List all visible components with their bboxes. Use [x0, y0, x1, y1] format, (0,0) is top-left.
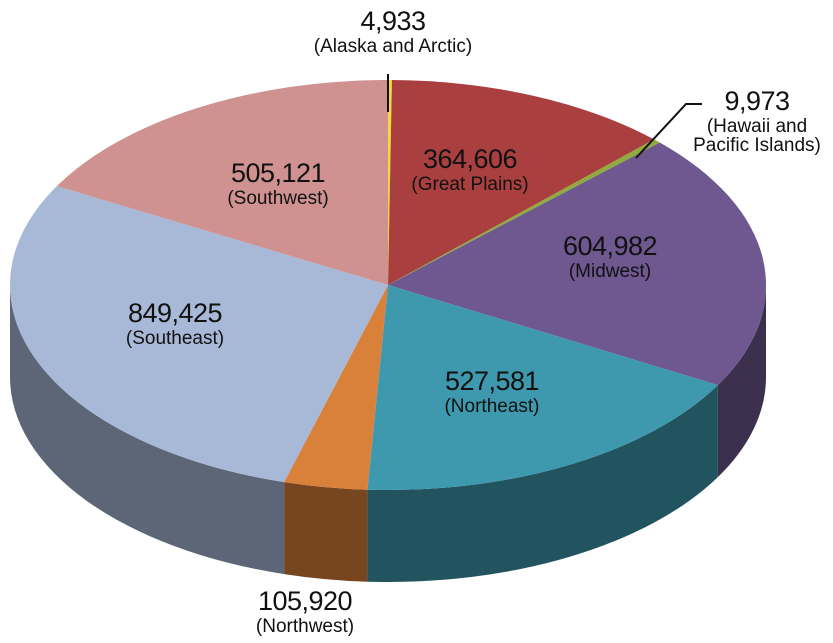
category-label: (Midwest) — [568, 261, 652, 282]
value-label: 849,425 — [127, 298, 223, 328]
pie-slice — [388, 80, 655, 286]
pie-slice — [9, 186, 389, 483]
value-label: 105,920 — [257, 586, 353, 616]
category-label: (Great Plains) — [411, 174, 529, 195]
slice-label: 364,606 (Great Plains) — [411, 144, 529, 195]
value-label: 9,973 — [724, 86, 790, 116]
slice-label: 849,425 (Southeast) — [125, 298, 225, 349]
pie-slice — [388, 142, 766, 386]
slice-label: 4,933 (Alaska and Arctic) — [313, 6, 473, 57]
pie-side — [10, 285, 285, 575]
pie-slice — [367, 285, 718, 490]
slice-label: 527,581 (Northeast) — [444, 366, 540, 417]
value-label: 364,606 — [422, 144, 518, 174]
leader-line — [635, 103, 702, 159]
slice-label: 9,973 (Hawaii and Pacific Islands) — [682, 86, 832, 156]
value-label: 4,933 — [360, 6, 426, 36]
slice-label: 105,920 (Northwest) — [255, 586, 355, 637]
pie-slice — [56, 80, 389, 285]
value-label: 505,121 — [230, 158, 326, 188]
pie-side — [367, 385, 718, 582]
category-label: (Northwest) — [255, 616, 355, 637]
slice-label: 505,121 (Southwest) — [227, 158, 329, 209]
category-label: (Hawaii and Pacific Islands) — [693, 116, 821, 156]
category-label: (Southwest) — [227, 188, 329, 209]
pie-slice — [388, 80, 392, 285]
category-label: (Northeast) — [444, 396, 540, 417]
value-label: 527,581 — [444, 366, 540, 396]
slice-label: 604,982 (Midwest) — [562, 231, 658, 282]
pie-slice — [284, 285, 388, 490]
pie-side — [717, 285, 766, 478]
pie-slice — [388, 139, 660, 285]
value-label: 604,982 — [562, 231, 658, 261]
pie-side — [284, 482, 368, 582]
category-label: (Alaska and Arctic) — [313, 36, 473, 57]
category-label: (Southeast) — [125, 328, 225, 349]
